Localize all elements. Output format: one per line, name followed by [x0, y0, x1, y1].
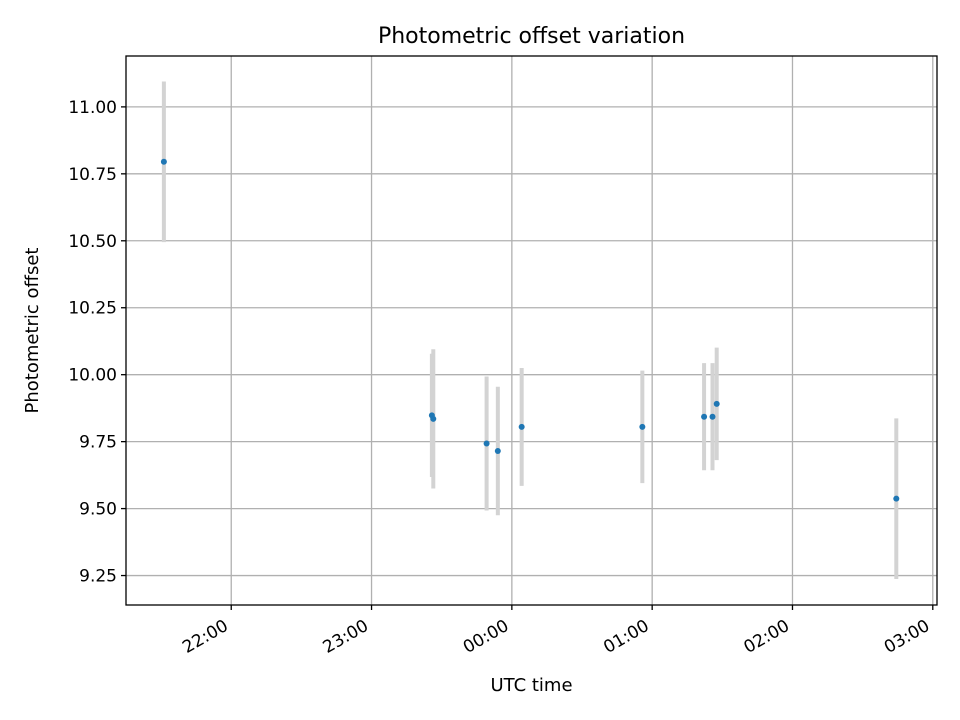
data-point — [160, 158, 167, 165]
y-tick-label: 9.25 — [79, 567, 117, 587]
x-tick-label: 02:00 — [741, 616, 793, 658]
data-point — [518, 423, 525, 430]
y-tick-label: 10.25 — [68, 299, 117, 319]
data-point — [430, 415, 437, 422]
data-point — [709, 413, 716, 420]
x-axis-label: UTC time — [490, 675, 572, 696]
data-point — [483, 440, 490, 447]
x-tick-label: 01:00 — [600, 616, 652, 658]
y-tick-label: 10.75 — [68, 165, 117, 185]
chart-title: Photometric offset variation — [378, 24, 685, 49]
data-point — [713, 400, 720, 407]
data-point — [701, 413, 708, 420]
y-axis-label: Photometric offset — [22, 248, 43, 414]
x-tick-label: 03:00 — [881, 616, 933, 658]
data-point — [639, 423, 646, 430]
data-point — [893, 495, 900, 502]
x-axis: 22:00 23:00 00:00 01:00 02:00 03:00 — [179, 605, 934, 658]
y-tick-label: 10.00 — [68, 366, 117, 386]
x-tick-label: 22:00 — [179, 616, 231, 658]
grid — [126, 56, 937, 605]
data-points — [160, 158, 900, 502]
y-tick-label: 11.00 — [68, 98, 117, 118]
y-axis: 9.25 9.50 9.75 10.00 10.25 10.50 10.75 11.00 — [68, 98, 126, 587]
y-tick-label: 9.75 — [79, 433, 117, 453]
plot-frame — [125, 55, 938, 606]
x-tick-label: 00:00 — [460, 616, 512, 658]
y-tick-label: 10.50 — [68, 232, 117, 252]
y-tick-label: 9.50 — [79, 500, 117, 520]
x-tick-label: 23:00 — [320, 616, 372, 658]
error-bars — [161, 81, 899, 580]
data-point — [494, 448, 501, 455]
